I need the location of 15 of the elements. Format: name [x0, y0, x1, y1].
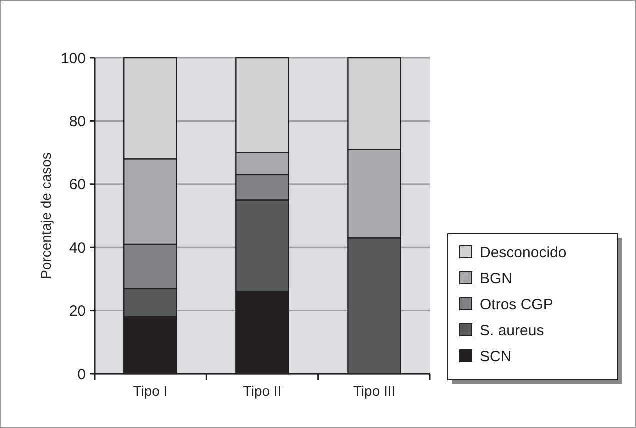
legend-label: BGN — [480, 270, 513, 288]
legend-label: S. aureus — [480, 322, 544, 340]
legend-label: SCN — [480, 348, 512, 366]
y-tick-label: 60 — [69, 176, 86, 194]
x-tick-label: Tipo II — [243, 383, 282, 399]
y-axis-title: Porcentaje de casos — [38, 152, 54, 280]
y-tick-label: 100 — [60, 50, 86, 68]
y-tick-label: 0 — [78, 366, 86, 384]
y-tick-label: 20 — [69, 303, 86, 320]
x-tick-label: Tipo III — [353, 383, 396, 399]
legend-label: Otros CGP — [480, 296, 554, 314]
legend-label: Desconocido — [480, 244, 567, 262]
y-tick-label: 80 — [69, 113, 86, 130]
y-tick-label: 40 — [69, 240, 86, 257]
x-tick-label: Tipo I — [133, 383, 168, 399]
